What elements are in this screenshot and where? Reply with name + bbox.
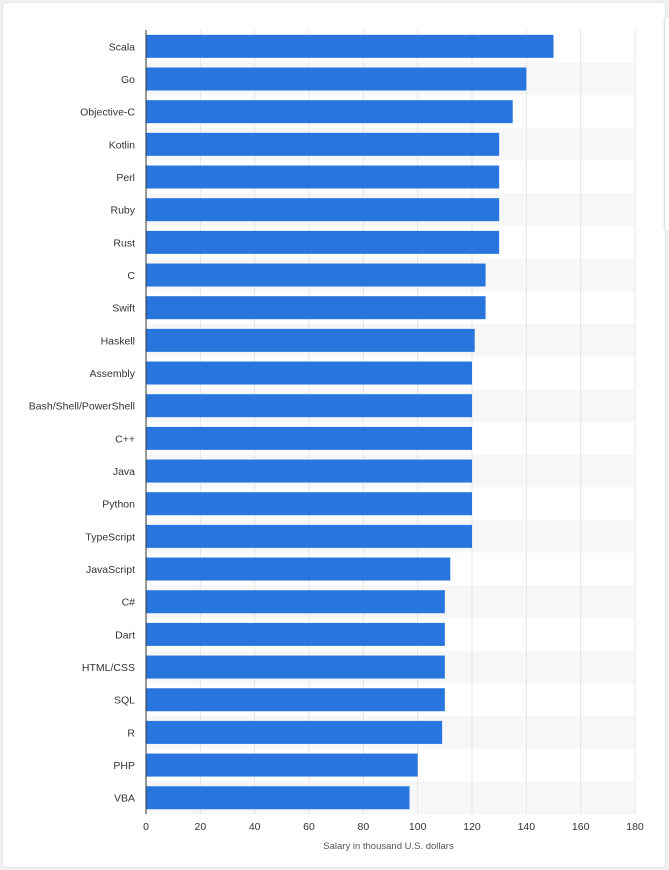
bar[interactable] bbox=[146, 492, 472, 516]
bar[interactable] bbox=[146, 296, 486, 320]
bar[interactable] bbox=[146, 720, 443, 744]
bar[interactable] bbox=[146, 557, 451, 581]
category-label: Swift bbox=[112, 303, 135, 315]
bar[interactable] bbox=[146, 34, 554, 58]
category-label: Ruby bbox=[110, 205, 135, 217]
x-tick-label: 180 bbox=[626, 821, 644, 833]
category-label: Haskell bbox=[101, 335, 135, 347]
bar[interactable] bbox=[146, 394, 472, 418]
category-label: Scala bbox=[109, 41, 135, 53]
category-label: Python bbox=[102, 499, 135, 511]
bar[interactable] bbox=[146, 590, 445, 614]
category-label: VBA bbox=[114, 793, 135, 805]
x-tick-label: 140 bbox=[518, 821, 536, 833]
x-tick-label: 100 bbox=[409, 821, 427, 833]
category-label: R bbox=[127, 727, 135, 739]
x-tick-label: 160 bbox=[572, 821, 590, 833]
category-label: JavaScript bbox=[86, 564, 135, 576]
bar[interactable] bbox=[146, 426, 472, 450]
category-label: Dart bbox=[115, 629, 135, 641]
bar[interactable] bbox=[146, 230, 500, 254]
bar[interactable] bbox=[146, 328, 475, 352]
x-axis-title: Salary in thousand U.S. dollars bbox=[323, 841, 454, 852]
bar[interactable] bbox=[146, 459, 472, 483]
bar[interactable] bbox=[146, 263, 486, 287]
bar[interactable] bbox=[146, 132, 500, 156]
x-tick-label: 0 bbox=[143, 821, 149, 833]
bar[interactable] bbox=[146, 165, 500, 189]
category-label: PHP bbox=[113, 760, 135, 772]
bar[interactable] bbox=[146, 753, 418, 777]
x-tick-labels: 0 20 40 60 80 100 120 140 160 180 bbox=[143, 821, 644, 833]
category-label: Bash/Shell/PowerShell bbox=[29, 401, 135, 413]
bar[interactable] bbox=[146, 67, 527, 91]
category-label: C++ bbox=[115, 433, 135, 445]
bar[interactable] bbox=[146, 100, 513, 124]
side-panel-edge bbox=[664, 18, 669, 230]
category-label: Go bbox=[121, 74, 135, 86]
bar[interactable] bbox=[146, 361, 472, 385]
category-label: C# bbox=[122, 597, 136, 609]
bar[interactable] bbox=[146, 786, 410, 810]
category-labels: Scala Go Objective-C Kotlin Perl Ruby Rust C Swi… bbox=[29, 41, 136, 804]
gridlines bbox=[199, 30, 636, 815]
bar[interactable] bbox=[146, 655, 445, 679]
category-label: Kotlin bbox=[109, 139, 135, 151]
category-label: Java bbox=[113, 466, 135, 478]
category-label: HTML/CSS bbox=[82, 662, 135, 674]
category-label: Perl bbox=[116, 172, 135, 184]
x-tick-label: 40 bbox=[249, 821, 261, 833]
category-label: C bbox=[127, 270, 135, 282]
category-label: Assembly bbox=[89, 368, 135, 380]
bar[interactable] bbox=[146, 198, 500, 222]
category-label: TypeScript bbox=[85, 531, 135, 543]
category-label: Objective-C bbox=[80, 107, 135, 119]
bar[interactable] bbox=[146, 688, 445, 712]
x-tick-label: 20 bbox=[194, 821, 206, 833]
x-tick-label: 120 bbox=[463, 821, 481, 833]
bar[interactable] bbox=[146, 524, 472, 548]
x-tick-label: 60 bbox=[303, 821, 315, 833]
category-label: SQL bbox=[114, 695, 135, 707]
category-label: Rust bbox=[113, 237, 135, 249]
x-tick-label: 80 bbox=[357, 821, 369, 833]
bars bbox=[146, 34, 554, 810]
bar[interactable] bbox=[146, 622, 445, 646]
